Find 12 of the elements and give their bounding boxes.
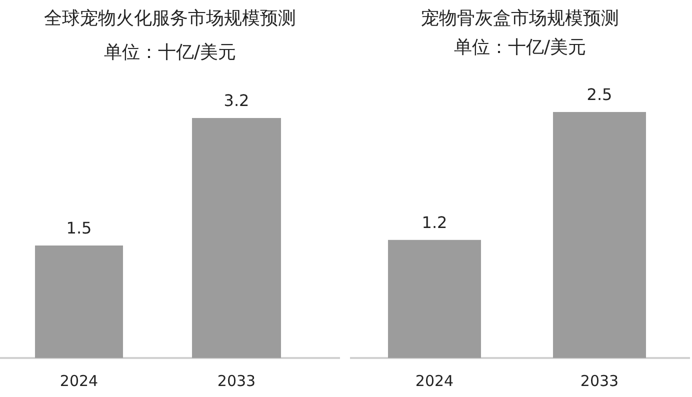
x-tick-label: 2033 bbox=[217, 372, 256, 390]
x-tick-label: 2024 bbox=[60, 372, 98, 390]
chart-subtitle: 单位：十亿/美元 bbox=[454, 37, 586, 58]
x-tick-label: 2024 bbox=[415, 372, 454, 390]
chart-title: 宠物骨灰盒市场规模预测 bbox=[421, 8, 619, 29]
chart-subtitle: 单位：十亿/美元 bbox=[104, 42, 236, 63]
data-label: 1.2 bbox=[422, 212, 448, 232]
x-tick-label: 2033 bbox=[580, 372, 619, 390]
chart-title: 全球宠物火化服务市场规模预测 bbox=[44, 8, 296, 29]
data-label: 2.5 bbox=[586, 85, 612, 104]
data-label: 1.5 bbox=[66, 218, 92, 238]
data-label: 3.2 bbox=[224, 91, 250, 110]
